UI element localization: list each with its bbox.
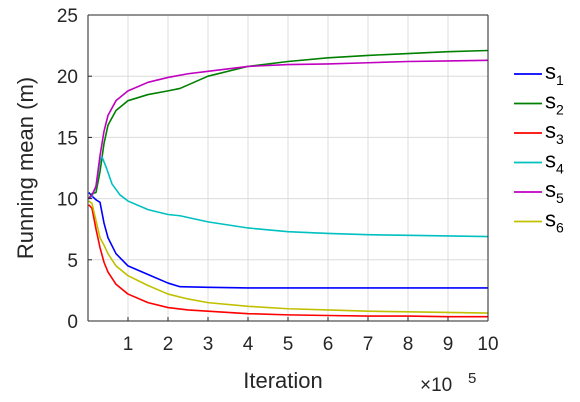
legend-label-name: s — [545, 177, 556, 202]
legend-label-subscript: 4 — [556, 161, 564, 177]
legend-item-s1: s1 — [514, 59, 564, 88]
y-tick-label: 5 — [67, 251, 78, 272]
legend-label-subscript: 1 — [556, 72, 564, 88]
legend-label-name: s — [545, 59, 556, 84]
legend-label: s3 — [545, 118, 564, 147]
series-line-s2 — [88, 49, 489, 200]
x-multiplier: ×10 5 — [420, 370, 476, 396]
legend-label-name: s — [545, 148, 556, 173]
y-axis-title: Running mean (m) — [13, 77, 38, 259]
y-tick-label: 10 — [57, 190, 78, 211]
x-tick-label: 5 — [283, 334, 294, 355]
legend-item-s2: s2 — [514, 89, 564, 118]
legend-label-name: s — [545, 207, 556, 232]
legend-label: s6 — [545, 207, 564, 236]
legend-label-subscript: 3 — [556, 131, 564, 147]
series-line-s3 — [88, 204, 488, 318]
y-tick-label: 25 — [57, 6, 78, 27]
axes — [87, 14, 489, 322]
y-tick-label: 0 — [67, 312, 78, 333]
tick-labels: 1 2 3 4 5 6 7 8 9 10 0 5 10 15 20 25 — [57, 6, 499, 355]
series-line-s1 — [88, 191, 488, 289]
legend-item-s3: s3 — [514, 118, 564, 147]
legend-label-subscript: 5 — [556, 190, 564, 206]
x-tick-label: 9 — [443, 334, 454, 355]
x-multiplier-exponent: 5 — [468, 370, 476, 387]
series-line-s5 — [88, 59, 489, 200]
legend-label-name: s — [545, 89, 556, 114]
legend-label: s5 — [545, 177, 564, 206]
y-tick-label: 20 — [57, 67, 78, 88]
x-multiplier-base: ×10 — [420, 375, 452, 396]
legend-label-subscript: 2 — [556, 102, 564, 118]
y-tick-label: 15 — [57, 128, 78, 149]
x-tick-label: 6 — [323, 334, 334, 355]
legend-label-name: s — [545, 118, 556, 143]
x-tick-label: 4 — [243, 334, 254, 355]
x-tick-label: 1 — [123, 334, 134, 355]
x-tick-label: 10 — [477, 334, 498, 355]
series-layer — [88, 49, 489, 318]
legend-item-s4: s4 — [514, 148, 564, 177]
series-line-s6 — [88, 200, 489, 314]
legend-item-s6: s6 — [514, 207, 564, 236]
x-tick-label: 3 — [203, 334, 214, 355]
x-tick-label: 7 — [363, 334, 374, 355]
legend-label: s1 — [545, 59, 564, 88]
legend-label: s2 — [545, 89, 564, 118]
legend-label: s4 — [545, 148, 564, 177]
x-axis-title: Iteration — [243, 368, 323, 393]
x-tick-label: 2 — [163, 334, 174, 355]
legend-item-s5: s5 — [514, 177, 564, 206]
legend-label-subscript: 6 — [556, 220, 564, 236]
x-tick-label: 8 — [403, 334, 414, 355]
